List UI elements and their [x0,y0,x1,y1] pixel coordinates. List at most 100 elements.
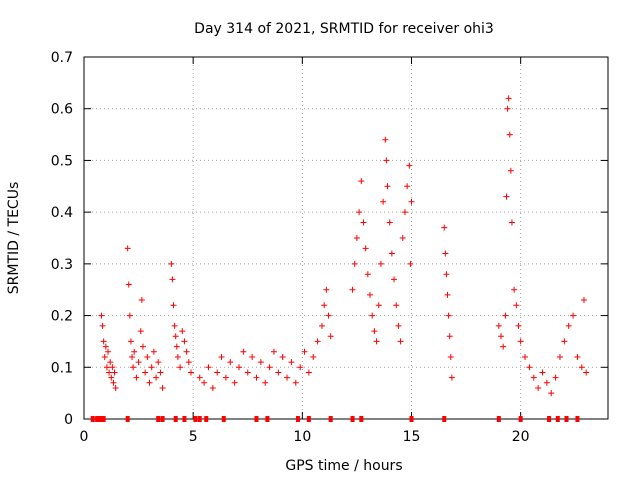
data-point [548,390,555,397]
data-point [146,379,153,386]
data-point [173,343,180,350]
coverage-marker [359,416,364,422]
data-point [129,353,136,360]
data-point [382,136,389,143]
data-point [349,286,356,293]
data-point [168,260,175,267]
data-point [98,312,105,319]
coverage-marker [328,416,333,422]
data-point [130,364,137,371]
data-point [179,328,186,335]
data-point [105,348,112,355]
coverage-marker [409,416,414,422]
coverage-marker [442,416,447,422]
coverage-marker [221,416,226,422]
data-point [159,384,166,391]
data-point [279,353,286,360]
data-point [133,374,140,381]
data-point [106,369,113,376]
coverage-marker [160,416,165,422]
data-point [275,369,282,376]
data-point [507,167,514,174]
data-point [292,379,299,386]
data-point [244,369,251,376]
coverage-marker [518,416,523,422]
data-point [209,384,216,391]
data-point [393,302,400,309]
data-point [101,353,108,360]
data-point [153,374,160,381]
data-point [257,359,264,366]
y-tick-label: 0 [64,412,73,428]
data-point [391,276,398,283]
data-point [240,348,247,355]
data-point [508,219,515,226]
data-point [138,297,145,304]
y-tick-label: 0.7 [51,50,73,66]
data-point [362,245,369,252]
data-point [236,364,243,371]
coverage-marker [182,416,187,422]
x-tick-label: 10 [293,429,311,445]
data-point [574,353,581,360]
data-point [171,322,178,329]
data-point [445,312,452,319]
data-point [535,384,542,391]
data-point [583,369,590,376]
data-point [305,369,312,376]
data-point [148,364,155,371]
plot-frame [83,56,609,420]
coverage-marker [265,416,270,422]
data-point [102,343,109,350]
data-point [124,245,131,252]
data-point [552,374,559,381]
data-point [157,369,164,376]
data-point [351,260,358,267]
coverage-marker [197,416,202,422]
data-point [580,297,587,304]
data-point [530,374,537,381]
data-point [111,369,118,376]
data-point [125,281,132,288]
data-point [196,374,203,381]
data-point [201,379,208,386]
data-point [183,348,190,355]
data-point [543,379,550,386]
data-point [127,338,134,345]
data-point [561,338,568,345]
data-point [155,359,162,366]
chart-title: Day 314 of 2021, SRMTID for receiver ohi… [194,21,494,37]
data-point [288,359,295,366]
coverage-marker [173,416,178,422]
x-tick-label: 5 [189,429,198,445]
data-point [266,364,273,371]
data-point [314,338,321,345]
data-point [506,131,513,138]
data-point [262,379,269,386]
data-point [397,338,404,345]
data-point [126,312,133,319]
data-point [447,353,454,360]
data-point [321,302,328,309]
y-tick-label: 0.2 [51,309,73,325]
data-point [110,379,117,386]
data-point [408,198,415,205]
data-point [442,250,449,257]
data-point [371,328,378,335]
data-point [284,374,291,381]
y-tick-label: 0.6 [51,102,73,118]
y-tick-label: 0.3 [51,257,73,273]
data-point [112,384,119,391]
y-tick-label: 0.5 [51,153,73,169]
data-point [325,312,332,319]
data-point [384,183,391,190]
data-point [108,374,115,381]
data-point [399,235,406,241]
data-point [565,322,572,329]
coverage-marker [90,416,95,422]
data-point [441,224,448,231]
data-point [205,364,212,371]
data-point [373,338,380,345]
data-point [270,348,277,355]
data-point [401,209,408,216]
